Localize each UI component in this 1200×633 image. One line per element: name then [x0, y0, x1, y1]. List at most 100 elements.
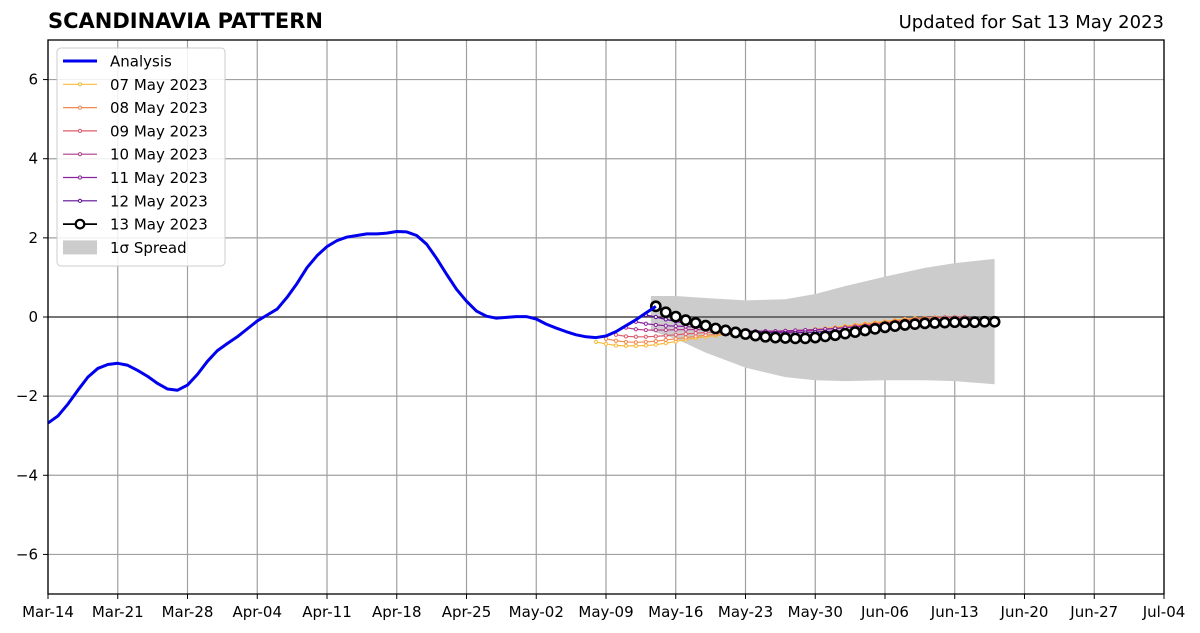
data-point [819, 330, 832, 343]
data-point [899, 319, 911, 331]
data-point [739, 328, 752, 340]
data-point [673, 332, 678, 337]
data-point [779, 332, 792, 344]
data-point [653, 339, 658, 344]
data-point [623, 343, 629, 348]
data-point [613, 343, 619, 348]
legend-label: 12 May 2023 [110, 192, 208, 210]
data-point [809, 331, 822, 344]
data-point [673, 336, 678, 341]
legend-marker [77, 82, 83, 87]
y-tick-label: 4 [28, 150, 38, 168]
x-tick-label: May-09 [578, 603, 633, 621]
x-tick-label: Mar-28 [162, 603, 214, 621]
data-point [653, 342, 658, 347]
x-tick-label: Apr-18 [372, 603, 422, 621]
data-point [633, 334, 638, 339]
data-point [978, 315, 991, 328]
legend-label: 07 May 2023 [110, 76, 208, 94]
x-tick-label: Apr-25 [442, 603, 492, 621]
data-point [799, 332, 812, 345]
legend-marker [77, 152, 83, 157]
legend-entry-11-may-2023: 11 May 2023 [63, 169, 208, 187]
chart-title: SCANDINAVIA PATTERN [48, 9, 323, 33]
data-point [769, 331, 782, 344]
data-point [709, 322, 722, 335]
legend-swatch [63, 240, 97, 255]
legend-marker [77, 105, 83, 110]
data-point [643, 343, 648, 348]
data-point [663, 327, 668, 333]
data-point [653, 334, 658, 339]
legend-entry-13-may-2023: 13 May 2023 [63, 216, 208, 234]
legend-entry-1-spread: 1σ Spread [63, 239, 187, 257]
data-point [673, 324, 678, 329]
chart-subtitle: Updated for Sat 13 May 2023 [898, 12, 1164, 33]
legend-label: 13 May 2023 [110, 216, 208, 234]
y-tick-label: −2 [16, 387, 38, 405]
data-point [673, 327, 678, 332]
y-tick-label: −4 [16, 466, 38, 484]
data-point [879, 321, 891, 334]
data-point [968, 316, 981, 329]
y-tick-label: 2 [28, 229, 38, 247]
data-point [759, 330, 772, 343]
data-point [948, 316, 961, 329]
data-point [719, 324, 732, 337]
data-point [613, 338, 619, 343]
y-tick-label: −6 [16, 545, 38, 563]
legend-entry-analysis: Analysis [63, 53, 172, 71]
data-point [859, 324, 871, 337]
data-point [849, 326, 862, 338]
data-point [908, 318, 921, 331]
x-tick-label: Mar-14 [22, 603, 74, 621]
legend-label: 09 May 2023 [110, 122, 208, 140]
x-tick-label: Jun-13 [930, 603, 979, 621]
data-point [683, 331, 688, 337]
data-point [633, 343, 638, 348]
data-point [789, 332, 802, 345]
x-tick-label: Jun-06 [860, 603, 909, 621]
x-tick-label: Mar-21 [92, 603, 144, 621]
data-point [663, 337, 668, 343]
data-point [659, 306, 672, 319]
data-point [988, 315, 1001, 328]
legend-box [56, 47, 226, 267]
data-point [643, 327, 648, 333]
x-tick-label: Jun-27 [1069, 603, 1118, 621]
data-point [683, 335, 688, 340]
data-point [593, 339, 599, 345]
data-point [729, 326, 742, 339]
data-point [839, 327, 852, 340]
legend: Analysis 07 May 2023 08 May 2023 09 May 202… [56, 47, 226, 267]
data-point [663, 333, 668, 338]
data-point [689, 317, 702, 329]
y-tick-label: 0 [28, 308, 38, 326]
data-point [693, 331, 698, 336]
x-tick-label: May-16 [648, 603, 703, 621]
legend-entry-12-may-2023: 12 May 2023 [63, 192, 208, 210]
legend-entry-09-may-2023: 09 May 2023 [63, 122, 208, 140]
data-point [663, 317, 668, 322]
data-point [669, 310, 682, 323]
legend-label: Analysis [110, 53, 172, 71]
data-point [623, 339, 629, 345]
legend-marker [77, 175, 83, 180]
x-tick-label: May-23 [718, 603, 773, 621]
legend-entry-08-may-2023: 08 May 2023 [63, 99, 208, 117]
legend-label: 08 May 2023 [110, 99, 208, 117]
x-tick-label: Jun-20 [1000, 603, 1049, 621]
spread-band [650, 258, 995, 385]
x-tick-label: May-30 [788, 603, 843, 621]
data-point [643, 321, 648, 326]
data-point [653, 314, 658, 320]
data-point [623, 334, 629, 339]
data-point [643, 334, 648, 339]
x-tick-label: Apr-11 [302, 603, 352, 621]
data-point [889, 320, 901, 333]
x-tick-label: Apr-04 [233, 603, 283, 621]
legend-label: 1σ Spread [110, 239, 187, 257]
data-point [869, 322, 881, 335]
legend-entry-10-may-2023: 10 May 2023 [63, 146, 208, 164]
